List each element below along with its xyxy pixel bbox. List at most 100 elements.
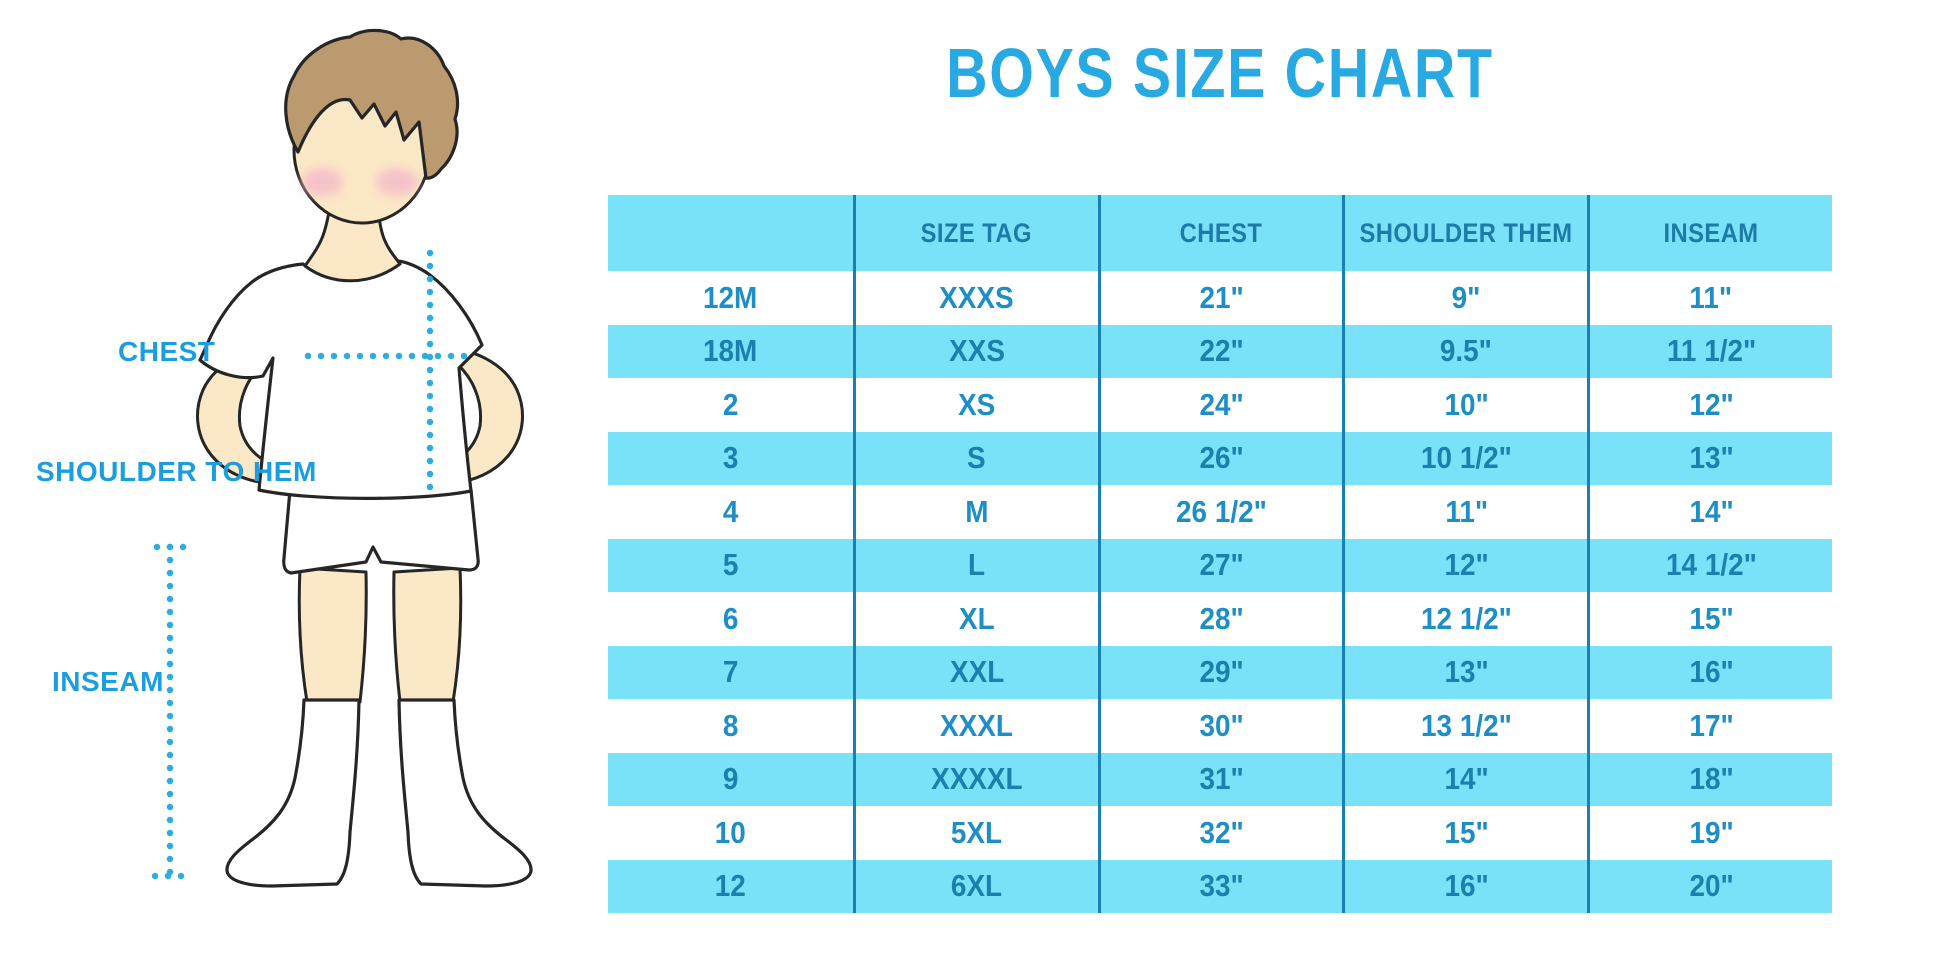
table-cell-text: 16" (1688, 654, 1734, 690)
table-cell: 14 1/2" (1587, 538, 1832, 592)
table-cell: XXXL (852, 699, 1098, 753)
table-cell: 15" (1587, 592, 1832, 646)
table-cell: 29" (1097, 645, 1343, 699)
table-cell: 4 (608, 485, 853, 539)
table-cell: 28" (1097, 592, 1343, 646)
table-cell-text: 13" (1444, 654, 1489, 690)
table-cell-text: 6 (722, 600, 739, 636)
table-cell-text: 28" (1199, 600, 1244, 636)
boy-neck (303, 203, 402, 283)
table-cell-text: 13 1/2" (1420, 707, 1512, 743)
table-cell-text: 9 (722, 761, 739, 797)
table-cell: 9" (1342, 271, 1587, 325)
table-cell: XXXS (852, 271, 1098, 325)
table-cell-text: 11 1/2" (1666, 333, 1756, 369)
table-cell-text: 4 (722, 493, 739, 529)
table-cell: 31" (1097, 752, 1343, 806)
table-cell: 22" (1097, 324, 1343, 378)
table-cell-text: 15" (1444, 814, 1489, 850)
table-cell-text: 19" (1688, 814, 1734, 850)
table-cell: 5 (608, 539, 853, 593)
table-cell: 13 1/2" (1342, 699, 1587, 753)
table-row: 9 XXXXL 31" 14" 18" (608, 752, 1832, 806)
boy-left-sock (225, 698, 361, 888)
table-cell: 13" (1342, 645, 1587, 699)
table-cell: XL (852, 592, 1098, 646)
table-cell: 33" (1097, 859, 1343, 913)
table-cell-text: XXXS (939, 279, 1014, 315)
table-cell: 19" (1587, 806, 1832, 860)
header-cell: CHEST (1097, 195, 1343, 271)
table-cell: 16" (1587, 645, 1832, 699)
table-cell-text: 12 1/2" (1420, 600, 1512, 636)
table-row: 12M XXXS 21" 9" 11" (608, 271, 1832, 325)
table-cell: 26" (1097, 431, 1343, 485)
inseam-label: INSEAM (52, 666, 164, 697)
table-cell: 8 (608, 699, 853, 753)
chest-label: CHEST (118, 336, 216, 367)
table-cell: 14" (1587, 485, 1832, 539)
table-cell-text: 12M (703, 279, 758, 315)
table-cell-text: 10" (1444, 386, 1489, 422)
header-cell-text: INSEAM (1663, 217, 1759, 248)
table-cell: 12M (608, 271, 853, 325)
table-cell-text: XS (958, 386, 996, 422)
table-cell-text: 22" (1199, 333, 1244, 369)
table-cell: 3 (608, 432, 853, 486)
table-cell: 27" (1097, 538, 1343, 592)
table-cell-text: 12 (714, 868, 746, 904)
table-cell-text: 18" (1688, 761, 1734, 797)
table-cell-text: 21" (1199, 279, 1244, 315)
table-cell-text: 11" (1689, 279, 1733, 315)
table-cell: 12 (608, 860, 853, 914)
table-cell-text: 13" (1688, 440, 1734, 476)
table-cell-text: 5 (722, 547, 739, 583)
table-cell-text: 29" (1199, 654, 1244, 690)
boy-right-leg (392, 566, 463, 704)
table-cell-text: 14" (1444, 761, 1489, 797)
table-cell: 11" (1587, 271, 1832, 325)
table-cell-text: 10 1/2" (1420, 440, 1512, 476)
boy-right-sock (397, 698, 533, 888)
table-cell: 16" (1342, 859, 1587, 913)
boy-illustration (151, 28, 533, 888)
table-cell: 2 (608, 378, 853, 432)
table-cell: M (852, 485, 1098, 539)
table-cell: L (852, 538, 1098, 592)
table-cell-text: XXL (949, 654, 1004, 690)
header-cell: SIZE TAG (852, 195, 1098, 271)
table-header-row: SIZE TAG CHEST SHOULDER THEM INSEAM (608, 195, 1832, 271)
table-cell-text: 31" (1199, 761, 1244, 797)
table-cell-text: 12" (1688, 386, 1734, 422)
table-cell: 12" (1342, 538, 1587, 592)
table-body: 12M XXXS 21" 9" 11" 18M XXS 22" 9.5" 11 1/2" 2 XS 24… (608, 271, 1832, 913)
page-title: BOYS SIZE CHART (608, 38, 1832, 108)
table-cell-text: L (968, 547, 986, 583)
boy-hair (284, 28, 460, 180)
table-row: 5 L 27" 12" 14 1/2" (608, 538, 1832, 593)
table-cell: 21" (1097, 271, 1343, 325)
table-row: 6 XL 28" 12 1/2" 15" (608, 592, 1832, 646)
header-cell-text: SIZE TAG (921, 217, 1033, 248)
table-cell: 15" (1342, 806, 1587, 860)
table-cell: 12" (1587, 378, 1832, 432)
table-row: 10 5XL 32" 15" 19" (608, 806, 1832, 860)
table-cell: 11 1/2" (1587, 324, 1832, 378)
table-cell-text: 16" (1444, 868, 1489, 904)
boy-right-arm (438, 346, 524, 485)
header-cell: INSEAM (1587, 195, 1832, 271)
table-cell-text: 8 (722, 707, 739, 743)
table-cell-text: 9" (1451, 279, 1481, 315)
table-row: 12 6XL 33" 16" 20" (608, 859, 1832, 914)
table-cell-text: 30" (1199, 707, 1244, 743)
table-cell-text: 3 (722, 440, 739, 476)
table-cell-text: 5XL (951, 814, 1003, 850)
table-cell: 6 (608, 592, 853, 646)
table-cell: 26 1/2" (1097, 485, 1343, 539)
boy-left-leg (297, 566, 368, 704)
table-cell-text: 15" (1688, 600, 1734, 636)
table-cell: 17" (1587, 699, 1832, 753)
table-cell-text: 2 (722, 386, 739, 422)
table-cell: XXXXL (852, 752, 1098, 806)
